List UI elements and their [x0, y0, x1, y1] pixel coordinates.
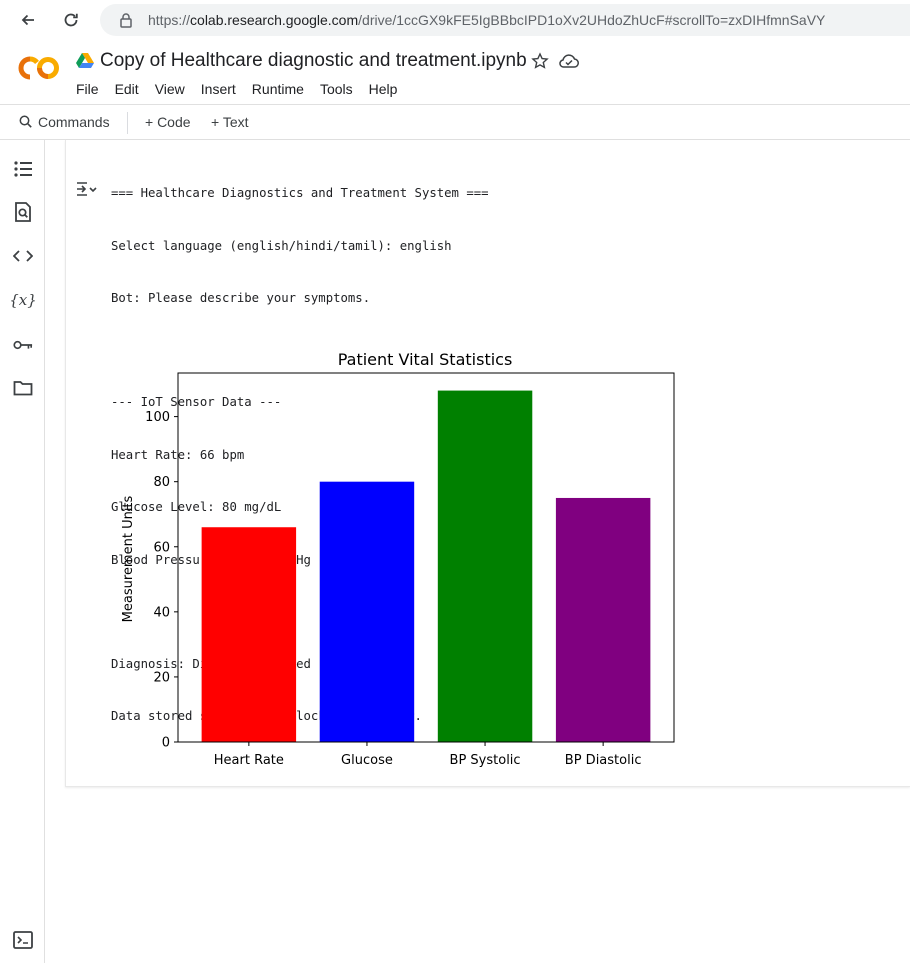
output-line: Select language (english/hindi/tamil): e…	[111, 238, 452, 253]
y-tick-label: 80	[153, 475, 170, 490]
search-icon	[19, 115, 32, 128]
y-tick-label: 100	[145, 410, 170, 425]
x-tick-label: BP Diastolic	[565, 753, 642, 768]
add-code-cell-button[interactable]: + Code	[145, 114, 191, 130]
cloud-saved-icon[interactable]	[558, 52, 580, 75]
y-tick-label: 0	[162, 736, 170, 751]
plot-area-frame	[177, 372, 675, 743]
x-tick-label: Glucose	[341, 753, 393, 768]
output-line: Bot: Please describe your symptoms.	[111, 291, 371, 305]
site-info-icon[interactable]	[118, 11, 134, 34]
reload-icon[interactable]	[59, 8, 83, 32]
star-icon[interactable]	[531, 52, 549, 75]
files-folder-icon[interactable]	[13, 378, 33, 398]
terminal-icon[interactable]	[13, 930, 33, 950]
code-snippets-icon[interactable]	[13, 246, 33, 266]
bar-chart: Patient Vital Statistics Measurement Uni…	[121, 350, 675, 768]
left-sidebar: {x}	[0, 140, 45, 963]
variables-icon[interactable]: {x}	[9, 291, 37, 309]
menu-insert[interactable]: Insert	[200, 81, 236, 97]
address-bar[interactable]: https://colab.research.google.com/drive/…	[100, 4, 910, 36]
commands-button[interactable]: Commands	[18, 114, 110, 130]
output-actions-icon[interactable]	[76, 180, 98, 203]
notebook-title[interactable]: Copy of Healthcare diagnostic and treatm…	[100, 50, 527, 71]
y-tick-label: 40	[153, 605, 170, 620]
colab-header: Copy of Healthcare diagnostic and treatm…	[0, 40, 910, 104]
find-icon[interactable]	[13, 202, 33, 222]
url-text: https://colab.research.google.com/drive/…	[148, 12, 825, 28]
toc-icon[interactable]	[13, 159, 33, 179]
colab-logo-icon[interactable]	[18, 55, 60, 86]
bar-glucose	[319, 481, 415, 742]
secrets-key-icon[interactable]	[13, 335, 33, 355]
menu-edit[interactable]: Edit	[114, 81, 139, 97]
bar-bp-diastolic	[555, 497, 651, 742]
x-tick-label: BP Systolic	[450, 753, 521, 768]
menu-view[interactable]: View	[154, 81, 185, 97]
browser-toolbar: https://colab.research.google.com/drive/…	[0, 0, 910, 40]
commands-label: Commands	[38, 114, 110, 130]
bar-bp-systolic	[437, 390, 533, 742]
menu-help[interactable]: Help	[368, 81, 398, 97]
menu-runtime[interactable]: Runtime	[251, 81, 304, 97]
output-line: Glucose Level: 80 mg/dL	[111, 500, 282, 514]
y-tick-label: 60	[153, 540, 170, 555]
url-prefix: https://	[148, 12, 191, 28]
url-path: /drive/1ccGX9kFE5IgBBbcIPD1oXv2UHdoZhUcF…	[358, 12, 826, 28]
chart-title: Patient Vital Statistics	[338, 350, 513, 369]
url-host: colab.research.google.com	[190, 12, 359, 28]
output-cell: === Healthcare Diagnostics and Treatment…	[65, 140, 910, 787]
chart-y-axis-label: Measurement Units	[121, 495, 136, 622]
output-line: === Healthcare Diagnostics and Treatment…	[111, 186, 489, 200]
notebook-toolbar: Commands + Code + Text	[0, 104, 910, 140]
y-tick-label: 20	[153, 670, 170, 685]
add-text-cell-button[interactable]: + Text	[211, 114, 249, 130]
menu-tools[interactable]: Tools	[319, 81, 353, 97]
menu-bar: File Edit View Insert Runtime Tools Help	[76, 81, 413, 97]
bar-heart-rate	[201, 527, 297, 742]
x-tick-label: Heart Rate	[214, 753, 284, 768]
output-line: --- IoT Sensor Data ---	[111, 395, 282, 409]
toolbar-divider	[127, 112, 128, 134]
menu-file[interactable]: File	[76, 81, 99, 97]
google-drive-icon[interactable]	[76, 52, 94, 73]
output-line: Heart Rate: 66 bpm	[111, 447, 245, 462]
back-arrow-icon[interactable]	[16, 8, 40, 32]
